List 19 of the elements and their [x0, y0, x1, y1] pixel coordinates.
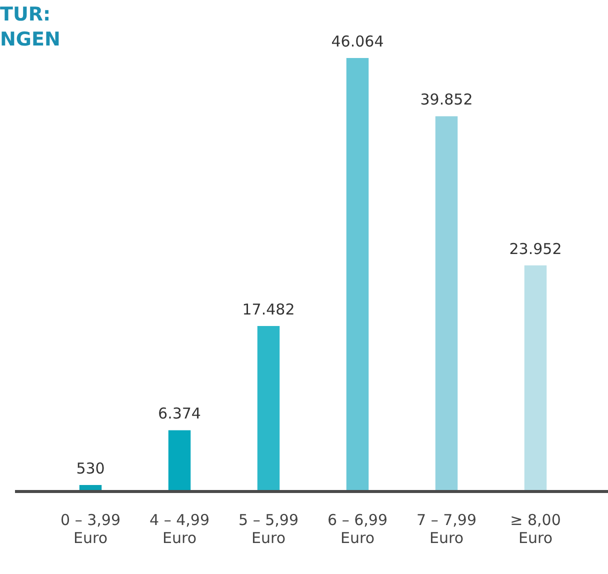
- x-tick-label: 6 – 6,99 Euro: [328, 510, 388, 547]
- bar: [346, 58, 369, 490]
- x-tick-label: 4 – 4,99 Euro: [150, 510, 210, 547]
- chart-title: TUR: NGEN: [0, 3, 60, 50]
- bar: [79, 485, 102, 490]
- data-label: 530: [76, 459, 105, 478]
- bar: [435, 116, 458, 490]
- x-tick-label: 5 – 5,99 Euro: [238, 510, 298, 547]
- x-tick-label: 0 – 3,99 Euro: [60, 510, 120, 547]
- data-label: 39.852: [420, 90, 473, 109]
- data-label: 17.482: [242, 300, 295, 318]
- bar: [257, 326, 280, 490]
- x-tick-label: 7 – 7,99 Euro: [416, 510, 476, 547]
- x-tick-label: ≥ 8,00 Euro: [510, 510, 561, 547]
- data-label: 23.952: [509, 240, 562, 258]
- data-label: 46.064: [331, 32, 384, 50]
- bar: [168, 430, 191, 490]
- data-label: 6.374: [158, 404, 201, 423]
- bar: [524, 265, 547, 490]
